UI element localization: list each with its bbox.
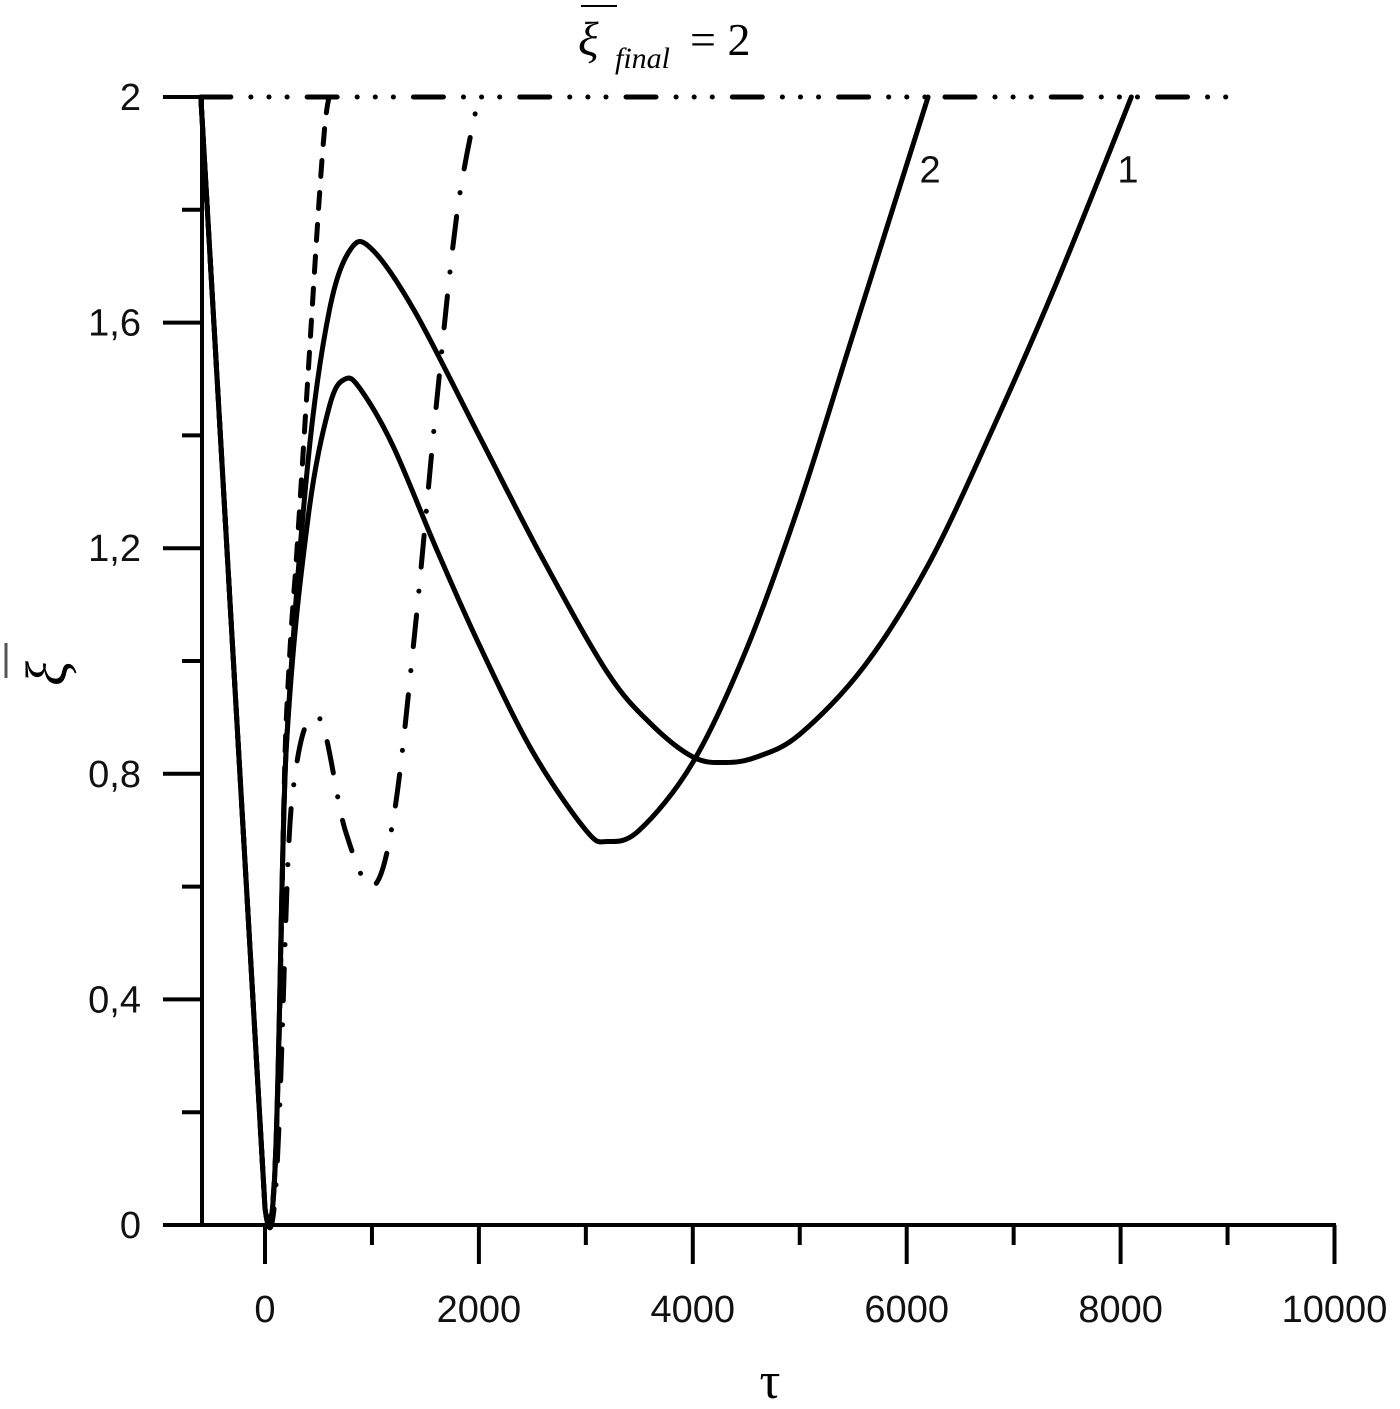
y-tick-label: 1,6: [88, 303, 141, 345]
y-axis-label: ξ: [4, 643, 79, 686]
series-line-dash-dot: [198, 94, 482, 1231]
y-tick-label: 0: [120, 1205, 141, 1247]
y-tick-label: 0,8: [88, 754, 141, 796]
title-symbol: ξ: [578, 13, 599, 66]
x-tick-label: 4000: [651, 1289, 736, 1331]
series-line-dashed: [198, 94, 332, 1225]
curve-label-1: 1: [1117, 149, 1138, 191]
title-equals: = 2: [690, 14, 750, 65]
x-tick-label: 0: [254, 1289, 275, 1331]
title-subscript: final: [615, 42, 670, 75]
y-tick-label: 0,4: [88, 979, 141, 1021]
x-tick-label: 2000: [437, 1289, 522, 1331]
y-axis-symbol: ξ: [14, 661, 79, 686]
x-axis-label: τ: [760, 1353, 781, 1409]
series-layer: [198, 94, 1231, 1231]
series-line-2: [198, 94, 931, 1227]
series-line-1: [198, 94, 1134, 1228]
x-tick-label: 10000: [1282, 1289, 1388, 1331]
chart-title: ξ final = 2: [578, 5, 750, 75]
axes: [163, 95, 1336, 1227]
curve-labels: 12: [919, 149, 1138, 191]
x-tick-label: 8000: [1078, 1289, 1163, 1331]
curve-label-2: 2: [919, 149, 940, 191]
x-ticks: 0 2000 4000 6000 8000 10000: [254, 1225, 1387, 1331]
y-tick-label: 2: [120, 77, 141, 119]
y-ticks: 0 0,4 0,8 1,2 1,6 2: [88, 77, 202, 1247]
x-tick-label: 6000: [864, 1289, 949, 1331]
y-tick-label: 1,2: [88, 528, 141, 570]
